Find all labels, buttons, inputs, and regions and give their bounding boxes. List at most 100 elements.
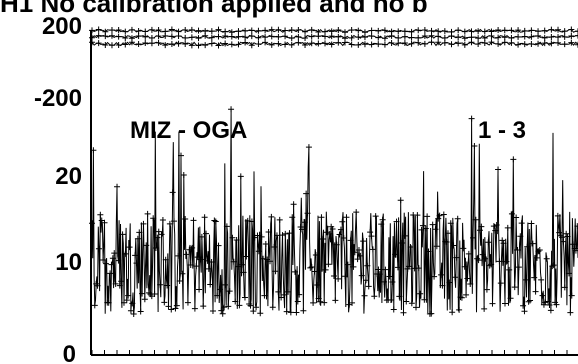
amplitude-point (311, 268, 318, 275)
phase-point (528, 27, 535, 34)
amplitude-point (375, 266, 382, 273)
phase-point (408, 40, 415, 47)
amplitude-point (107, 270, 114, 277)
amplitude-point (221, 304, 228, 311)
phase-point (521, 33, 528, 40)
amplitude-point (247, 302, 254, 309)
phase-point (481, 28, 488, 35)
amplitude-point (150, 215, 157, 222)
phase-point (421, 27, 428, 34)
amplitude-point (368, 233, 375, 240)
phase-point (135, 27, 142, 34)
amplitude-point (325, 261, 332, 268)
amplitude-point (225, 303, 232, 310)
amplitude-point (369, 246, 376, 253)
amplitude-point (428, 310, 435, 317)
amplitude-point (353, 209, 360, 216)
amplitude-point (137, 308, 144, 315)
amplitude-point (197, 256, 204, 263)
amplitude-point (360, 238, 367, 245)
amplitude-point (522, 276, 529, 283)
amplitude-point (239, 261, 246, 268)
amplitude-point (191, 305, 198, 312)
phase-point (468, 34, 475, 41)
phase-point (375, 34, 382, 41)
phase-point (188, 34, 195, 41)
phase-point (222, 40, 229, 47)
phase-point (435, 33, 442, 40)
amplitude-point (535, 248, 542, 255)
amplitude-point (542, 299, 549, 306)
amplitude-point (529, 240, 536, 247)
phase-point (435, 28, 442, 35)
amplitude-point (116, 282, 123, 289)
phase-point (475, 41, 482, 48)
amplitude-point (253, 304, 260, 311)
amplitude-point (376, 271, 383, 278)
amplitude-point (342, 273, 349, 280)
amplitude-point (173, 302, 180, 309)
phase-point (561, 28, 568, 35)
amplitude-point (446, 279, 453, 286)
amplitude-point (322, 266, 329, 273)
amplitude-point (339, 218, 346, 225)
top-y-tick-label-neg200: -200 (34, 85, 82, 112)
amplitude-point (533, 254, 540, 261)
amplitude-point (382, 266, 389, 273)
amplitude-point (260, 255, 267, 262)
phase-point (375, 41, 382, 48)
amplitude-point (258, 233, 265, 240)
amplitude-point (424, 213, 431, 220)
phase-point (282, 27, 289, 34)
phase-point (115, 41, 122, 48)
phase-point (208, 28, 215, 35)
phase-point (275, 33, 282, 40)
phase-point (308, 40, 315, 47)
amplitude-point (479, 251, 486, 258)
phase-point (168, 26, 175, 33)
amplitude-point (436, 212, 443, 219)
phase-point (448, 33, 455, 40)
amplitude-point (166, 220, 173, 227)
chart-title: H1 No calibration applied and no b (0, 0, 428, 18)
phase-point (461, 28, 468, 35)
amplitude-point (492, 227, 499, 234)
amplitude-point (155, 228, 162, 235)
amplitude-point (237, 173, 244, 180)
amplitude-point (187, 261, 194, 268)
phase-point (182, 34, 189, 41)
phase-point (182, 26, 189, 33)
amplitude-point (236, 302, 243, 309)
top-panel: 200 -200 (34, 13, 578, 112)
amplitude-point (371, 293, 378, 300)
amplitude-point (177, 152, 184, 159)
phase-point (322, 40, 329, 47)
phase-point (288, 27, 295, 34)
phase-point (108, 26, 115, 33)
phase-point (235, 41, 242, 48)
phase-point (488, 39, 495, 46)
amplitude-point (468, 115, 475, 122)
amplitude-point (305, 144, 312, 151)
phase-point (282, 33, 289, 40)
amplitude-point (141, 296, 148, 303)
amplitude-point (254, 232, 261, 239)
phase-point (395, 34, 402, 41)
amplitude-point (365, 283, 372, 290)
phase-point (521, 41, 528, 48)
phase-point (388, 32, 395, 39)
amplitude-point (344, 261, 351, 268)
phase-point (575, 32, 578, 39)
amplitude-point (248, 218, 255, 225)
phase-point (302, 28, 309, 35)
amplitude-point (347, 237, 354, 244)
amplitude-point (151, 290, 158, 297)
amplitude-point (531, 274, 538, 281)
phase-point (228, 33, 235, 40)
amplitude-point (95, 245, 102, 252)
amplitude-point (435, 215, 442, 222)
phase-point (208, 40, 215, 47)
amplitude-point (303, 190, 310, 197)
amplitude-point (296, 291, 303, 298)
amplitude-point (91, 302, 98, 309)
